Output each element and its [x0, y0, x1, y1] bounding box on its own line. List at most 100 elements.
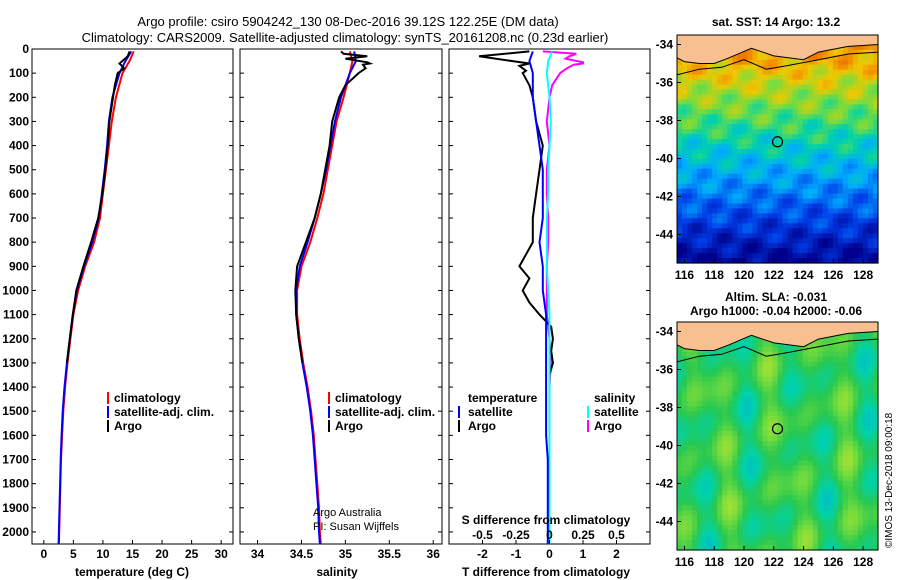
map-cell	[807, 391, 814, 397]
map-cell	[702, 218, 708, 224]
map-cell	[802, 158, 809, 165]
map-cell	[682, 149, 688, 155]
map-cell	[692, 134, 698, 140]
map-cell	[802, 475, 809, 482]
map-cell	[717, 346, 723, 353]
map-cell	[832, 515, 839, 521]
map-cell	[702, 500, 708, 506]
map-cell	[782, 198, 789, 205]
map-cell	[847, 134, 854, 140]
map-cell	[842, 386, 849, 392]
map-cell	[792, 89, 799, 96]
map-cell	[732, 480, 738, 487]
map-cell	[737, 495, 743, 502]
map-cell	[827, 450, 834, 457]
map-cell	[727, 74, 733, 81]
map-cell	[852, 371, 859, 378]
map-cell	[802, 233, 809, 239]
map-cell	[682, 238, 688, 244]
map-cell	[842, 69, 849, 76]
map-cell	[717, 356, 723, 363]
map-cell	[692, 416, 698, 422]
map-cell	[697, 188, 703, 195]
map-cell	[752, 223, 758, 229]
map-cell	[772, 218, 779, 224]
map-cell	[802, 79, 809, 86]
map-cell	[802, 530, 809, 536]
map-cell	[847, 203, 854, 210]
map-cell	[677, 361, 683, 368]
map-cell	[847, 450, 854, 457]
map-cell	[752, 79, 758, 86]
map-cell	[797, 470, 804, 477]
map-cell	[837, 64, 844, 71]
depth-tick-label: 1900	[2, 501, 29, 515]
map-cell	[792, 203, 799, 210]
map-cell	[767, 119, 774, 125]
map-cell	[772, 480, 779, 487]
map-cell	[873, 426, 879, 432]
map-cell	[782, 89, 789, 96]
map-cell	[873, 455, 879, 462]
map-cell	[752, 515, 758, 521]
map-cell	[737, 223, 743, 229]
map-cell	[762, 431, 768, 437]
map-cell	[722, 376, 728, 383]
map-cell	[707, 540, 713, 546]
map-cell	[767, 381, 774, 388]
map-cell	[687, 203, 693, 210]
map-cell	[747, 238, 753, 244]
map-cell	[702, 475, 708, 482]
map-cell	[707, 228, 713, 234]
map-cell	[852, 139, 859, 145]
map-cell	[762, 203, 768, 210]
map-cell	[687, 198, 693, 205]
map-cell	[722, 208, 728, 215]
argo-location-marker	[771, 136, 784, 148]
map-cell	[737, 346, 743, 353]
map-cell	[857, 89, 864, 96]
map-cell	[812, 465, 819, 472]
map-cell	[827, 381, 834, 388]
map-cell	[832, 253, 839, 259]
map-cell	[847, 178, 854, 185]
map-cell	[717, 178, 723, 185]
map-cell	[682, 233, 688, 239]
map-cell	[868, 44, 874, 51]
map-cell	[702, 84, 708, 91]
map-cell	[737, 173, 743, 180]
map-cell	[742, 351, 748, 358]
map-cell	[677, 158, 683, 165]
map-cell	[787, 193, 794, 200]
map-cell	[742, 401, 748, 407]
map-cell	[697, 119, 703, 125]
map-cell	[873, 351, 879, 358]
map-cell	[787, 104, 794, 110]
map-cell	[772, 129, 779, 135]
map-cell	[697, 238, 703, 244]
map-cell	[797, 89, 804, 96]
map-cell	[822, 188, 829, 195]
map-cell	[807, 530, 814, 536]
map-cell	[722, 421, 728, 427]
depth-tick-label: 2000	[2, 525, 29, 539]
map-cell	[737, 218, 743, 224]
map-cell	[757, 253, 763, 259]
map-cell	[707, 505, 713, 511]
map-cell	[777, 530, 784, 536]
map-cell	[812, 208, 819, 215]
map-cell	[822, 54, 829, 61]
map-cell	[782, 401, 789, 407]
map-cell	[697, 79, 703, 86]
map-cell	[857, 500, 864, 506]
map-cell	[777, 421, 784, 427]
map-cell	[837, 79, 844, 86]
map-cell	[727, 213, 733, 219]
map-cell	[747, 188, 753, 195]
map-cell	[817, 228, 824, 234]
map-cell	[747, 243, 753, 249]
map-cell	[752, 243, 758, 249]
map-cell	[707, 396, 713, 402]
map-cell	[757, 441, 763, 447]
map-cell	[797, 84, 804, 91]
